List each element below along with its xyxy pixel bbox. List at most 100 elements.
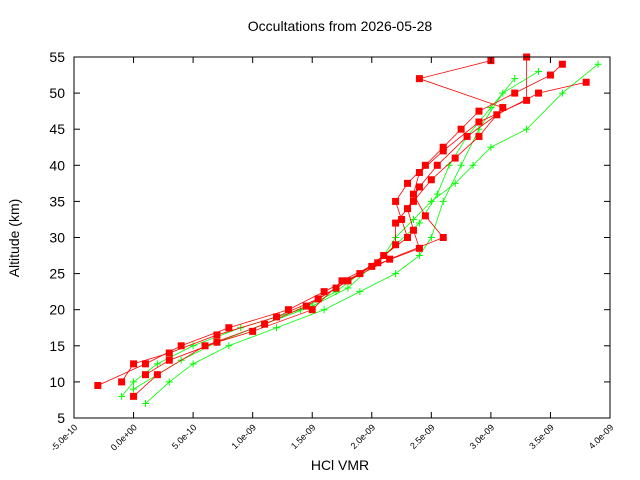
- data-point: [475, 132, 483, 140]
- data-point: [141, 400, 149, 408]
- data-point: [320, 288, 328, 296]
- x-tick-label: 3.0e-09: [468, 422, 497, 451]
- data-point: [320, 306, 328, 314]
- data-point: [302, 302, 310, 310]
- y-axis-label: Altitude (km): [6, 199, 22, 278]
- x-tick-label: 3.5e-09: [527, 422, 556, 451]
- data-point: [523, 125, 531, 133]
- data-point: [225, 342, 233, 350]
- data-point: [409, 197, 417, 205]
- data-point: [249, 327, 257, 335]
- data-point: [415, 252, 423, 260]
- y-tick-label: 50: [49, 85, 65, 101]
- data-point: [380, 252, 388, 260]
- data-point: [421, 212, 429, 220]
- data-point: [338, 277, 346, 285]
- data-point: [368, 262, 376, 270]
- data-point: [141, 371, 149, 379]
- x-tick-label: 5.0e-10: [170, 422, 199, 451]
- series-line: [97, 63, 563, 386]
- data-point: [392, 197, 400, 205]
- data-point: [511, 89, 519, 97]
- y-tick-label: 15: [49, 338, 65, 354]
- data-point: [558, 60, 566, 68]
- data-point: [427, 234, 435, 241]
- series-line: [133, 81, 587, 397]
- series-line: [121, 57, 528, 383]
- data-point: [392, 219, 400, 227]
- series-line: [121, 63, 599, 397]
- data-point: [469, 161, 477, 169]
- data-point: [189, 360, 197, 368]
- data-point: [475, 107, 483, 115]
- data-point: [153, 360, 161, 368]
- data-point: [558, 89, 566, 97]
- x-axis-label: HCl VMR: [311, 457, 369, 473]
- data-point: [535, 67, 543, 75]
- data-point: [439, 197, 447, 205]
- data-point: [386, 255, 394, 263]
- x-tick-label: 2.5e-09: [408, 422, 437, 451]
- data-point: [487, 143, 495, 151]
- data-point: [457, 161, 465, 169]
- data-point: [130, 392, 138, 400]
- y-tick-label: 30: [49, 230, 65, 246]
- data-point: [433, 190, 441, 198]
- data-point: [272, 324, 280, 332]
- data-point: [130, 378, 138, 386]
- data-point: [165, 356, 173, 364]
- data-point: [356, 288, 364, 296]
- y-tick-label: 40: [49, 157, 65, 173]
- y-tick-label: 45: [49, 121, 65, 137]
- data-point: [165, 349, 173, 357]
- data-point: [261, 320, 269, 328]
- data-point: [415, 183, 423, 191]
- y-tick-label: 25: [49, 266, 65, 282]
- data-point: [457, 125, 465, 133]
- chart-title: Occultations from 2026-05-28: [248, 18, 433, 34]
- y-tick-label: 55: [49, 49, 65, 65]
- data-point: [392, 270, 400, 278]
- data-point: [213, 331, 221, 339]
- data-point: [225, 324, 233, 332]
- data-point: [130, 385, 138, 393]
- x-tick-label: 1.5e-09: [289, 422, 318, 451]
- data-point: [201, 342, 209, 350]
- data-point: [451, 154, 459, 162]
- data-point: [141, 360, 149, 368]
- data-point: [409, 215, 417, 223]
- data-point: [594, 60, 602, 68]
- data-point: [421, 161, 429, 169]
- data-point: [463, 132, 471, 140]
- data-point: [409, 190, 417, 198]
- data-point: [213, 338, 221, 346]
- x-tick-label: 2.0e-09: [349, 422, 378, 451]
- x-tick-label: 4.0e-09: [587, 422, 616, 451]
- data-point: [130, 360, 138, 368]
- data-point: [284, 306, 292, 314]
- data-point: [165, 378, 173, 386]
- data-point: [404, 179, 412, 187]
- data-point: [314, 295, 322, 303]
- data-point: [308, 306, 316, 314]
- data-point: [94, 382, 102, 390]
- data-point: [523, 96, 531, 104]
- series-line: [145, 60, 504, 376]
- data-point: [344, 277, 352, 285]
- plot-area: [94, 53, 602, 408]
- x-tick-label: -5.0e-10: [49, 422, 80, 453]
- data-point: [433, 161, 441, 169]
- data-point: [546, 71, 554, 79]
- data-point: [451, 179, 459, 187]
- data-point: [582, 78, 590, 86]
- data-point: [153, 371, 161, 379]
- data-point: [415, 219, 423, 227]
- data-point: [344, 284, 352, 292]
- x-tick-label: 1.0e-09: [229, 422, 258, 451]
- data-point: [272, 313, 280, 321]
- y-tick-label: 35: [49, 193, 65, 209]
- data-point: [118, 392, 126, 400]
- data-point: [118, 378, 126, 386]
